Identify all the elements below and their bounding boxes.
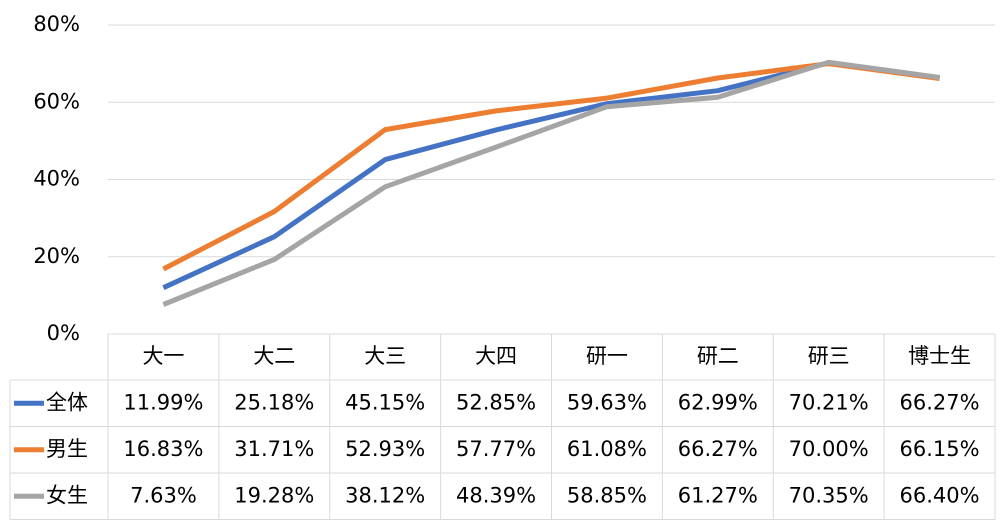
table-value: 57.77% [456, 437, 536, 461]
table-value: 52.85% [456, 390, 536, 414]
y-tick-label: 60% [33, 89, 80, 113]
table-value: 52.93% [345, 437, 425, 461]
category-label: 大四 [475, 344, 517, 368]
table-value: 59.63% [567, 390, 647, 414]
table-value: 61.08% [567, 437, 647, 461]
table-value: 66.27% [678, 437, 758, 461]
category-label: 博士生 [908, 344, 971, 368]
table-value: 31.71% [234, 437, 314, 461]
table-value: 16.83% [123, 437, 203, 461]
table-value: 38.12% [345, 483, 425, 507]
table-value: 66.15% [900, 437, 980, 461]
category-label: 研一 [586, 344, 628, 368]
y-tick-label: 20% [33, 244, 80, 268]
table-value: 58.85% [567, 483, 647, 507]
category-label: 大三 [364, 344, 406, 368]
table-value: 70.35% [789, 483, 869, 507]
table-value: 70.00% [789, 437, 869, 461]
category-label: 大二 [253, 344, 295, 368]
table-value: 11.99% [123, 390, 203, 414]
table-value: 48.39% [456, 483, 536, 507]
table-value: 61.27% [678, 483, 758, 507]
legend-label: 女生 [46, 483, 88, 507]
table-value: 62.99% [678, 390, 758, 414]
y-tick-label: 80% [33, 12, 80, 36]
category-label: 大一 [142, 344, 184, 368]
table-value: 66.27% [900, 390, 980, 414]
series-line [162, 61, 940, 272]
legend-label: 全体 [46, 390, 88, 414]
y-tick-label: 40% [33, 167, 80, 191]
legend-label: 男生 [46, 437, 88, 461]
table-value: 70.21% [789, 390, 869, 414]
category-label: 研三 [808, 344, 850, 368]
series-line [162, 59, 940, 307]
table-value: 7.63% [130, 483, 197, 507]
y-tick-label: 0% [47, 321, 80, 345]
category-label: 研二 [697, 344, 739, 368]
table-value: 25.18% [234, 390, 314, 414]
table-value: 66.40% [900, 483, 980, 507]
table-value: 45.15% [345, 390, 425, 414]
table-value: 19.28% [234, 483, 314, 507]
